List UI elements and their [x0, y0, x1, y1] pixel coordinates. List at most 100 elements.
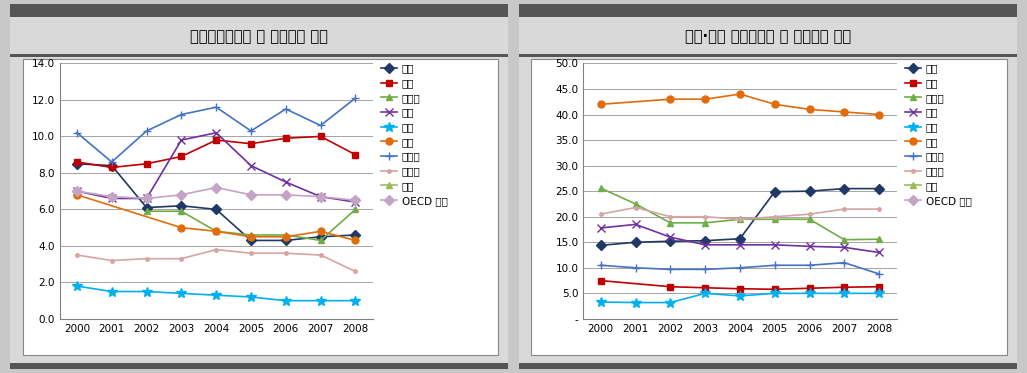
- 스웨덴: [314, 238, 327, 243]
- 독일: [211, 207, 223, 211]
- 영국: [768, 242, 781, 247]
- Text: 기업연구개발비 중 정부재원 비중: 기업연구개발비 중 정부재원 비중: [190, 29, 329, 44]
- Line: 중국: 중국: [74, 191, 358, 244]
- 독일: [279, 238, 292, 243]
- Bar: [10, 54, 508, 57]
- 스웨덴: [873, 237, 885, 241]
- 영국: [803, 244, 815, 248]
- 독일: [176, 204, 188, 208]
- 독일: [244, 238, 257, 243]
- 미국: [176, 154, 188, 159]
- Text: 정부·대학 연구개발비 중 기업재원 비중: 정부·대학 연구개발비 중 기업재원 비중: [685, 29, 850, 44]
- Bar: [10, 363, 508, 369]
- 영국: [141, 196, 153, 201]
- 프랑스: [106, 160, 118, 164]
- 프랑스: [176, 112, 188, 117]
- OECD 평균: [211, 185, 223, 190]
- 스웨덴: [279, 233, 292, 237]
- 독일: [106, 163, 118, 168]
- 스웨덴: [211, 229, 223, 233]
- 스웨덴: [838, 238, 850, 242]
- 일본: [664, 300, 677, 305]
- Legend: 독일, 미국, 스웨덴, 영국, 일본, 중국, 프랑스, 핀란드, 한국, OECD 평균: 독일, 미국, 스웨덴, 영국, 일본, 중국, 프랑스, 핀란드, 한국, O…: [905, 63, 972, 206]
- 중국: [664, 97, 677, 101]
- 핀란드: [279, 251, 292, 256]
- 중국: [349, 238, 362, 243]
- 스웨덴: [768, 217, 781, 222]
- 프랑스: [595, 263, 607, 267]
- 독일: [349, 233, 362, 237]
- 일본: [630, 300, 642, 305]
- 중국: [314, 229, 327, 233]
- 미국: [141, 162, 153, 166]
- 스웨덴: [349, 207, 362, 211]
- 영국: [630, 222, 642, 227]
- 프랑스: [664, 267, 677, 272]
- 핀란드: [349, 269, 362, 274]
- 일본: [873, 291, 885, 295]
- 핀란드: [664, 214, 677, 219]
- Bar: [10, 4, 508, 16]
- Line: 영국: 영국: [597, 220, 883, 257]
- 프랑스: [768, 263, 781, 267]
- 프랑스: [71, 131, 83, 135]
- 일본: [71, 284, 83, 288]
- 프랑스: [838, 260, 850, 265]
- 핀란드: [838, 207, 850, 211]
- 핀란드: [803, 212, 815, 216]
- OECD 평균: [141, 196, 153, 201]
- Line: 독일: 독일: [598, 185, 882, 249]
- Line: 일본: 일본: [596, 288, 884, 307]
- 중국: [838, 110, 850, 114]
- Bar: [23, 59, 498, 355]
- Line: 프랑스: 프랑스: [597, 258, 883, 278]
- 프랑스: [873, 272, 885, 276]
- 영국: [349, 200, 362, 204]
- 핀란드: [71, 253, 83, 257]
- 독일: [314, 235, 327, 239]
- 독일: [838, 186, 850, 191]
- 일본: [106, 289, 118, 294]
- 미국: [838, 285, 850, 289]
- 일본: [595, 300, 607, 304]
- 영국: [733, 242, 746, 247]
- 영국: [211, 131, 223, 135]
- Bar: [531, 59, 1006, 355]
- 독일: [664, 239, 677, 244]
- 핀란드: [699, 214, 712, 219]
- Line: 스웨덴: 스웨덴: [143, 206, 358, 244]
- OECD 평균: [244, 192, 257, 197]
- Bar: [519, 363, 1017, 369]
- 스웨덴: [244, 233, 257, 237]
- 중국: [176, 225, 188, 230]
- 스웨덴: [733, 217, 746, 222]
- 영국: [279, 180, 292, 184]
- 미국: [699, 285, 712, 290]
- 프랑스: [699, 267, 712, 272]
- 영국: [664, 235, 677, 239]
- Line: 프랑스: 프랑스: [73, 94, 359, 166]
- 중국: [244, 235, 257, 239]
- 핀란드: [244, 251, 257, 256]
- 핀란드: [141, 257, 153, 261]
- Bar: [519, 54, 1017, 57]
- 핀란드: [768, 214, 781, 219]
- 독일: [595, 243, 607, 248]
- 중국: [768, 102, 781, 107]
- 독일: [699, 238, 712, 243]
- 미국: [314, 134, 327, 139]
- OECD 평균: [314, 194, 327, 199]
- 일본: [768, 291, 781, 295]
- OECD 평균: [71, 189, 83, 193]
- 미국: [211, 138, 223, 142]
- OECD 평균: [349, 198, 362, 203]
- 핀란드: [211, 247, 223, 252]
- 미국: [873, 285, 885, 289]
- 중국: [71, 192, 83, 197]
- 미국: [803, 286, 815, 291]
- 중국: [733, 92, 746, 96]
- 영국: [595, 226, 607, 230]
- Bar: [519, 4, 1017, 16]
- 일본: [279, 298, 292, 303]
- 일본: [349, 298, 362, 303]
